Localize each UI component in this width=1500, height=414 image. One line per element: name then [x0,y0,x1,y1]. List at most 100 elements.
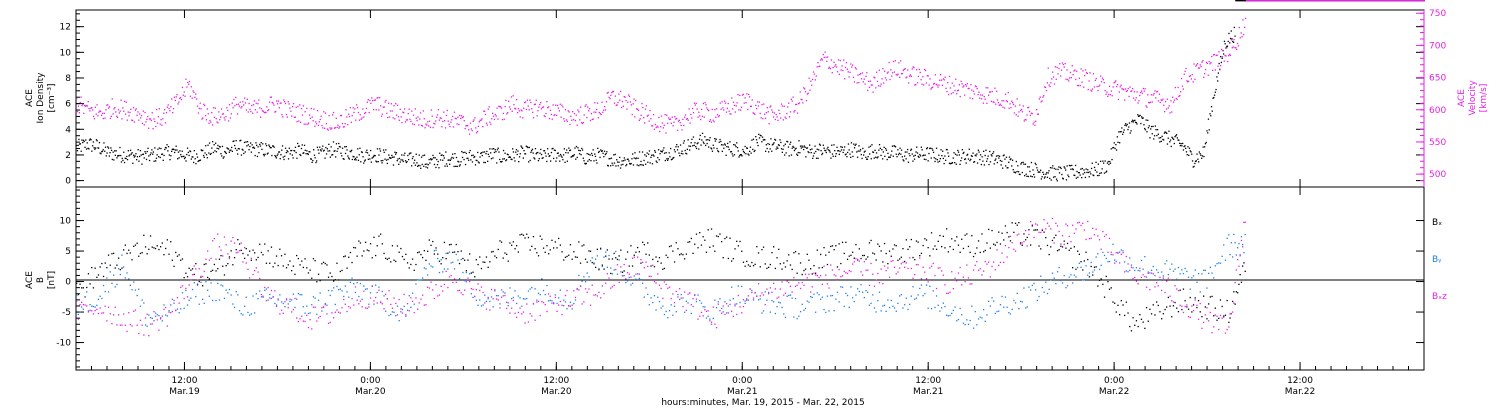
density-point [404,153,405,154]
bx-point [780,263,781,264]
density-point [658,149,659,150]
velocity-point [1125,88,1126,89]
by-point [597,255,598,256]
bx-point [802,274,803,275]
density-point [1198,161,1199,162]
density-point [316,160,317,161]
velocity-point [502,119,503,120]
velocity-point [1157,91,1158,92]
velocity-point [473,121,474,122]
bx-point [1080,261,1081,262]
density-point [394,152,395,153]
density-point [1052,165,1053,166]
velocity-point [557,105,558,106]
by-point [807,301,808,302]
density-point [535,148,536,149]
bx-point [807,254,808,255]
bx-point [1151,313,1152,314]
by-point [818,294,819,295]
bx-point [1022,245,1023,246]
by-point [704,306,705,307]
bx-point [278,265,279,266]
density-point [745,146,746,147]
velocity-point [436,117,437,118]
bx-point [776,257,777,258]
bx-point [603,269,604,270]
density-point [322,146,323,147]
density-point [704,136,705,137]
velocity-point [854,81,855,82]
velocity-point [193,92,194,93]
bx-point [773,246,774,247]
bx-point [828,252,829,253]
bx-point [793,252,794,253]
density-point [577,157,578,158]
density-point [226,153,227,154]
density-point [719,139,720,140]
by-point [1196,282,1197,283]
density-point [235,148,236,149]
velocity-point [1035,121,1036,122]
velocity-point [243,104,244,105]
by-point [373,304,374,305]
velocity-point [1243,34,1244,35]
velocity-point [830,68,831,69]
density-point [1143,124,1144,125]
density-point [514,157,515,158]
velocity-point [503,113,504,114]
bx-point [1018,222,1019,223]
by-point [283,303,284,304]
density-point [691,139,692,140]
density-point [442,160,443,161]
density-point [208,152,209,153]
density-point [1157,129,1158,130]
velocity-point [143,111,144,112]
by-point [792,298,793,299]
density-point [991,155,992,156]
density-point [247,141,248,142]
density-point [481,152,482,153]
density-point [681,153,682,154]
density-point [1127,129,1128,130]
velocity-point [752,99,753,100]
density-point [593,149,594,150]
by-point [721,308,722,309]
density-point [876,152,877,153]
density-point [1190,151,1191,152]
density-point [1051,167,1052,168]
velocity-point [391,103,392,104]
by-point [499,303,500,304]
by-point [1089,272,1090,273]
density-point [1107,163,1108,164]
velocity-point [93,116,94,117]
density-point [691,142,692,143]
velocity-point [1225,55,1226,56]
bx-point [1186,306,1187,307]
velocity-point [821,58,822,59]
density-point [352,159,353,160]
density-point [1012,160,1013,161]
density-point [985,150,986,151]
bx-point [877,244,878,245]
velocity-point [200,103,201,104]
by-point [472,297,473,298]
bx-point [671,245,672,246]
density-point [1082,168,1083,169]
bx-point [906,239,907,240]
density-point [738,156,739,157]
by-point [252,295,253,296]
bx-point [664,268,665,269]
density-point [856,151,857,152]
bx-point [375,255,376,256]
bx-point [619,255,620,256]
density-point [1192,160,1193,161]
density-point [773,144,774,145]
velocity-point [791,99,792,100]
velocity-point [1162,99,1163,100]
velocity-point [1238,45,1239,46]
density-point [735,145,736,146]
velocity-point [633,103,634,104]
density-point [634,152,635,153]
by-point [79,311,80,312]
density-point [736,142,737,143]
